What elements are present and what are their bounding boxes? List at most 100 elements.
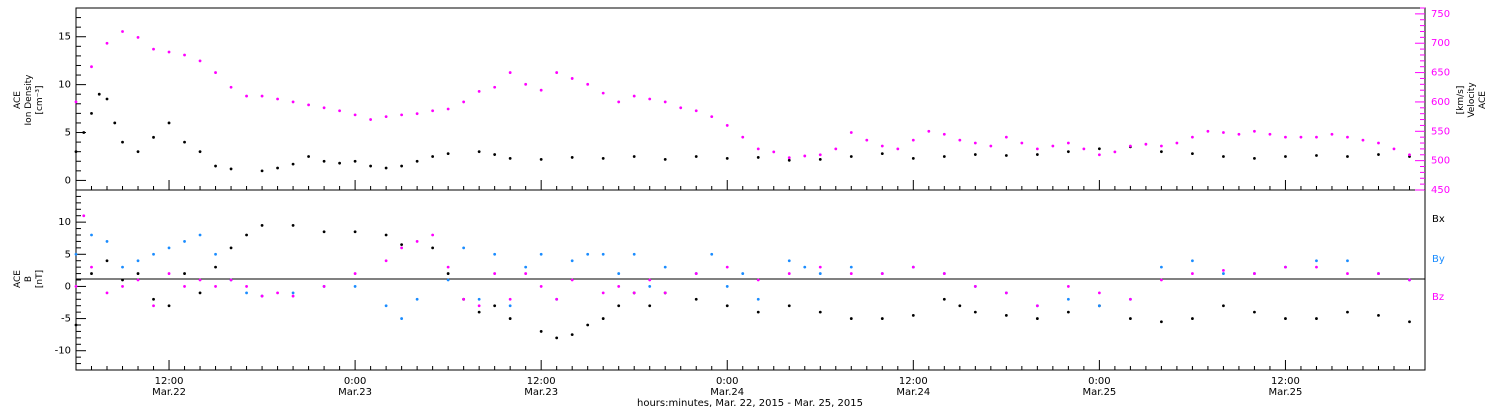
bx-series-point bbox=[431, 246, 435, 250]
velocity-series-point bbox=[384, 115, 388, 119]
density-series-point bbox=[307, 155, 310, 158]
legend-bx: Bx bbox=[1432, 214, 1445, 225]
x-tick-date-label: Mar.22 bbox=[152, 387, 186, 398]
velocity-series-point bbox=[1268, 132, 1272, 136]
density-series-point bbox=[570, 156, 574, 159]
by-series-point bbox=[136, 259, 140, 263]
density-series-point bbox=[1191, 152, 1194, 156]
by-series-point bbox=[632, 252, 636, 256]
bz-series-point bbox=[183, 285, 186, 288]
by-series-point bbox=[1346, 259, 1349, 263]
by-series-point bbox=[787, 259, 791, 263]
x-axis-label: hours:minutes, Mar. 22, 2015 - Mar. 25, … bbox=[637, 398, 863, 409]
bx-series-point bbox=[1346, 310, 1349, 314]
velocity-series-point bbox=[756, 147, 760, 151]
bx-series-point bbox=[74, 323, 78, 327]
bx-series-point bbox=[787, 304, 791, 308]
by-series-point bbox=[462, 246, 466, 250]
velocity-series-point bbox=[663, 100, 667, 104]
bx-series-point bbox=[756, 310, 760, 314]
density-series-point bbox=[82, 131, 86, 134]
bx-series-point bbox=[322, 230, 326, 234]
density-series-point bbox=[1035, 153, 1039, 156]
bx-series-point bbox=[167, 304, 171, 308]
bx-series-point bbox=[1128, 317, 1132, 320]
bx-series-point bbox=[1315, 317, 1318, 320]
velocity-series-point bbox=[415, 112, 419, 116]
bz-series-point bbox=[787, 272, 791, 275]
velocity-series-point bbox=[1206, 129, 1210, 133]
density-series-point bbox=[446, 152, 450, 156]
by-series-point bbox=[1066, 297, 1070, 301]
velocity-series-point bbox=[1315, 135, 1318, 139]
velocity-series-point bbox=[307, 103, 310, 107]
bz-series bbox=[74, 214, 1411, 308]
x-tick-time-label: 12:00 bbox=[527, 376, 556, 387]
density-series-point bbox=[1004, 154, 1008, 157]
by-series-point bbox=[214, 252, 217, 256]
velocity-series-point bbox=[911, 138, 915, 142]
density-series-point bbox=[105, 97, 109, 101]
bx-series-point bbox=[1004, 313, 1008, 317]
bz-series-point bbox=[632, 291, 636, 295]
velocity-ylabel-line1: ACE bbox=[1478, 91, 1488, 109]
bz-series-point bbox=[1315, 265, 1318, 269]
velocity-series-point bbox=[338, 109, 341, 113]
x-tick-time-label: 12:00 bbox=[155, 376, 184, 387]
density-series-point bbox=[849, 155, 853, 158]
bz-series-point bbox=[167, 272, 171, 275]
velocity-series-point bbox=[601, 91, 605, 95]
density-series-point bbox=[431, 155, 435, 158]
velocity-series-point bbox=[1051, 144, 1055, 148]
bx-series-point bbox=[648, 304, 652, 308]
bx-series-point bbox=[1035, 317, 1039, 320]
bz-series-point bbox=[570, 278, 574, 282]
density-series-point bbox=[973, 153, 977, 156]
velocity-series bbox=[74, 30, 1411, 160]
bx-series-point bbox=[229, 246, 233, 250]
by-series-point bbox=[1222, 272, 1225, 275]
velocity-ylabel-line3: [km/s] bbox=[1456, 86, 1466, 115]
velocity-series-point bbox=[1408, 153, 1411, 157]
velocity-series-point bbox=[617, 100, 621, 104]
bz-series-point bbox=[880, 272, 884, 275]
density-ylabel-line1: ACE bbox=[13, 91, 23, 109]
velocity-series-point bbox=[105, 41, 109, 45]
density-series-point bbox=[400, 164, 404, 168]
bx-series-point bbox=[880, 317, 884, 320]
velocity-series-point bbox=[648, 97, 652, 101]
velocity-series-point bbox=[1377, 141, 1380, 145]
density-series bbox=[74, 92, 1411, 173]
velocity-series-point bbox=[1004, 135, 1008, 139]
b-tick-label: -5 bbox=[61, 314, 71, 325]
by-series-point bbox=[152, 252, 155, 256]
velocity-series-point bbox=[1066, 141, 1070, 145]
bx-series-point bbox=[214, 265, 217, 269]
velocity-series-point bbox=[477, 89, 481, 93]
bz-series-point bbox=[1253, 272, 1256, 275]
velocity-series-point bbox=[260, 94, 264, 98]
density-series-point bbox=[384, 166, 388, 170]
bz-series-point bbox=[291, 294, 295, 298]
density-series-point bbox=[1346, 155, 1349, 158]
velocity-series-point bbox=[353, 113, 357, 117]
legend-bz: Bz bbox=[1432, 292, 1444, 303]
bz-series-point bbox=[1222, 268, 1225, 272]
density-series-point bbox=[725, 156, 729, 160]
bx-series-point bbox=[586, 323, 590, 327]
velocity-series-point bbox=[772, 150, 776, 154]
by-series-point bbox=[663, 265, 667, 269]
velocity-series-point bbox=[1361, 138, 1365, 142]
bz-series-point bbox=[1004, 291, 1008, 295]
x-tick-date-label: Mar.24 bbox=[896, 387, 930, 398]
density-series-point bbox=[663, 157, 667, 161]
velocity-series-point bbox=[942, 132, 946, 136]
bz-series-point bbox=[260, 294, 264, 298]
velocity-tick-label: 450 bbox=[1431, 185, 1450, 196]
bx-series-point bbox=[400, 243, 404, 247]
velocity-series-point bbox=[632, 94, 636, 98]
velocity-series-point bbox=[927, 129, 931, 133]
velocity-series-point bbox=[555, 71, 559, 74]
bx-series-point bbox=[198, 291, 202, 295]
x-tick-date-label: Mar.23 bbox=[524, 387, 558, 398]
